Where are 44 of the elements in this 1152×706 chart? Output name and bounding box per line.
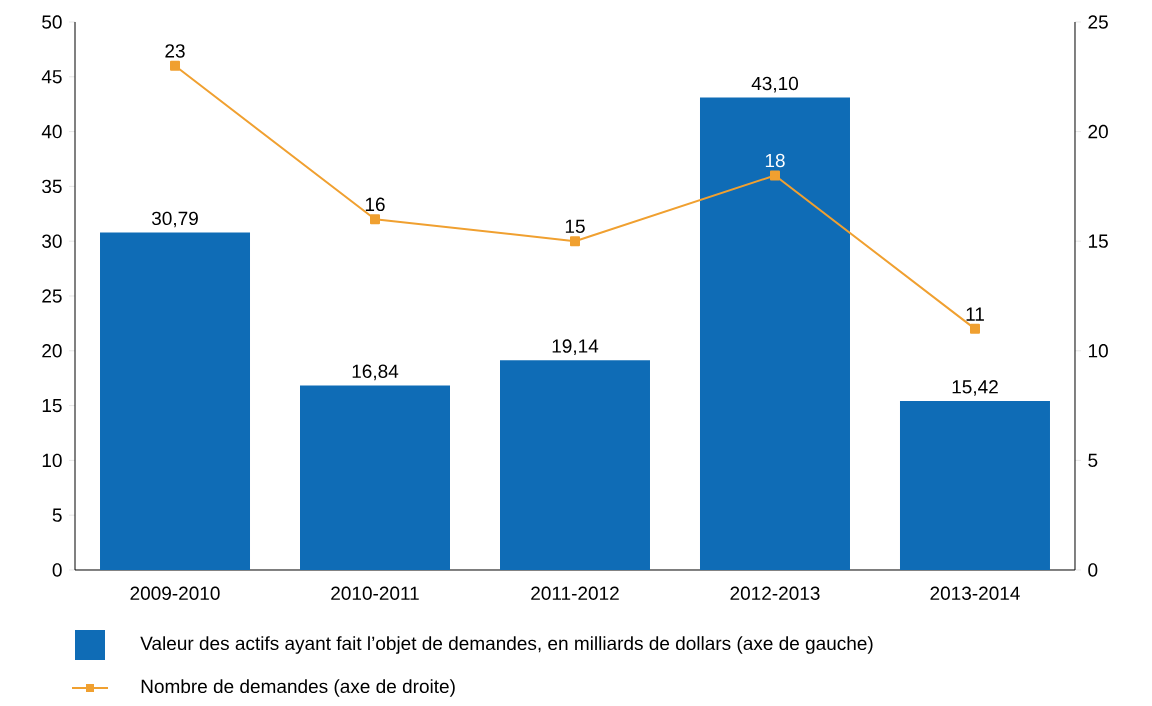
y-tick-label: 15 [42,398,62,413]
y2-tick-label: 15 [1088,234,1108,248]
y-tick-label: 5 [52,508,62,522]
data-label: 15,42 [952,380,998,396]
y-tick-label: 50 [42,15,62,29]
bar [300,385,450,570]
legend-label: Nombre de demandes (axe de droite) [141,679,455,697]
data-label: 16,84 [352,364,399,381]
x-tick-label: 2009-2010 [130,586,220,600]
y2-tick-label: 20 [1088,124,1108,139]
data-label: 23 [165,44,185,58]
y2-tick-label: 5 [1088,453,1098,468]
y2-tick-label: 25 [1088,15,1108,29]
y-tick-label: 20 [42,344,62,358]
point [370,214,380,225]
y2-tick-label: 10 [1088,344,1108,358]
data-label: 30,79 [151,211,198,228]
y-tick-label: 10 [42,453,62,468]
bar [100,232,250,570]
y-tick-label: 35 [42,179,62,194]
bar [699,97,850,570]
data-label: 19,14 [552,339,599,356]
x-tick-label: 2013-2014 [930,586,1020,600]
point [570,236,580,247]
bar [899,400,1050,570]
point [770,170,780,181]
y-tick-label: 30 [42,234,62,248]
point [170,60,181,71]
y-tick-label: 0 [52,563,62,577]
data-label: 16 [365,197,385,212]
data-label: 11 [966,307,984,321]
point [969,323,980,334]
x-tick-label: 2010-2011 [331,586,419,600]
data-label: 43,10 [751,76,799,93]
data-label: 18 [765,153,785,168]
x-tick-label: 2011-2012 [531,586,619,600]
y-tick-label: 40 [41,124,62,139]
y-tick-label: 25 [42,289,62,303]
data-label: 15 [565,219,585,233]
y2-tick-label: 0 [1088,563,1098,577]
y-tick-label: 45 [41,70,62,84]
x-tick-label: 2012-2013 [730,586,820,600]
bar [500,360,650,570]
legend-label: Valeur des actifs ayant fait l’objet de demandes, en milliards de dollars (axe de gauche) [140,636,873,654]
